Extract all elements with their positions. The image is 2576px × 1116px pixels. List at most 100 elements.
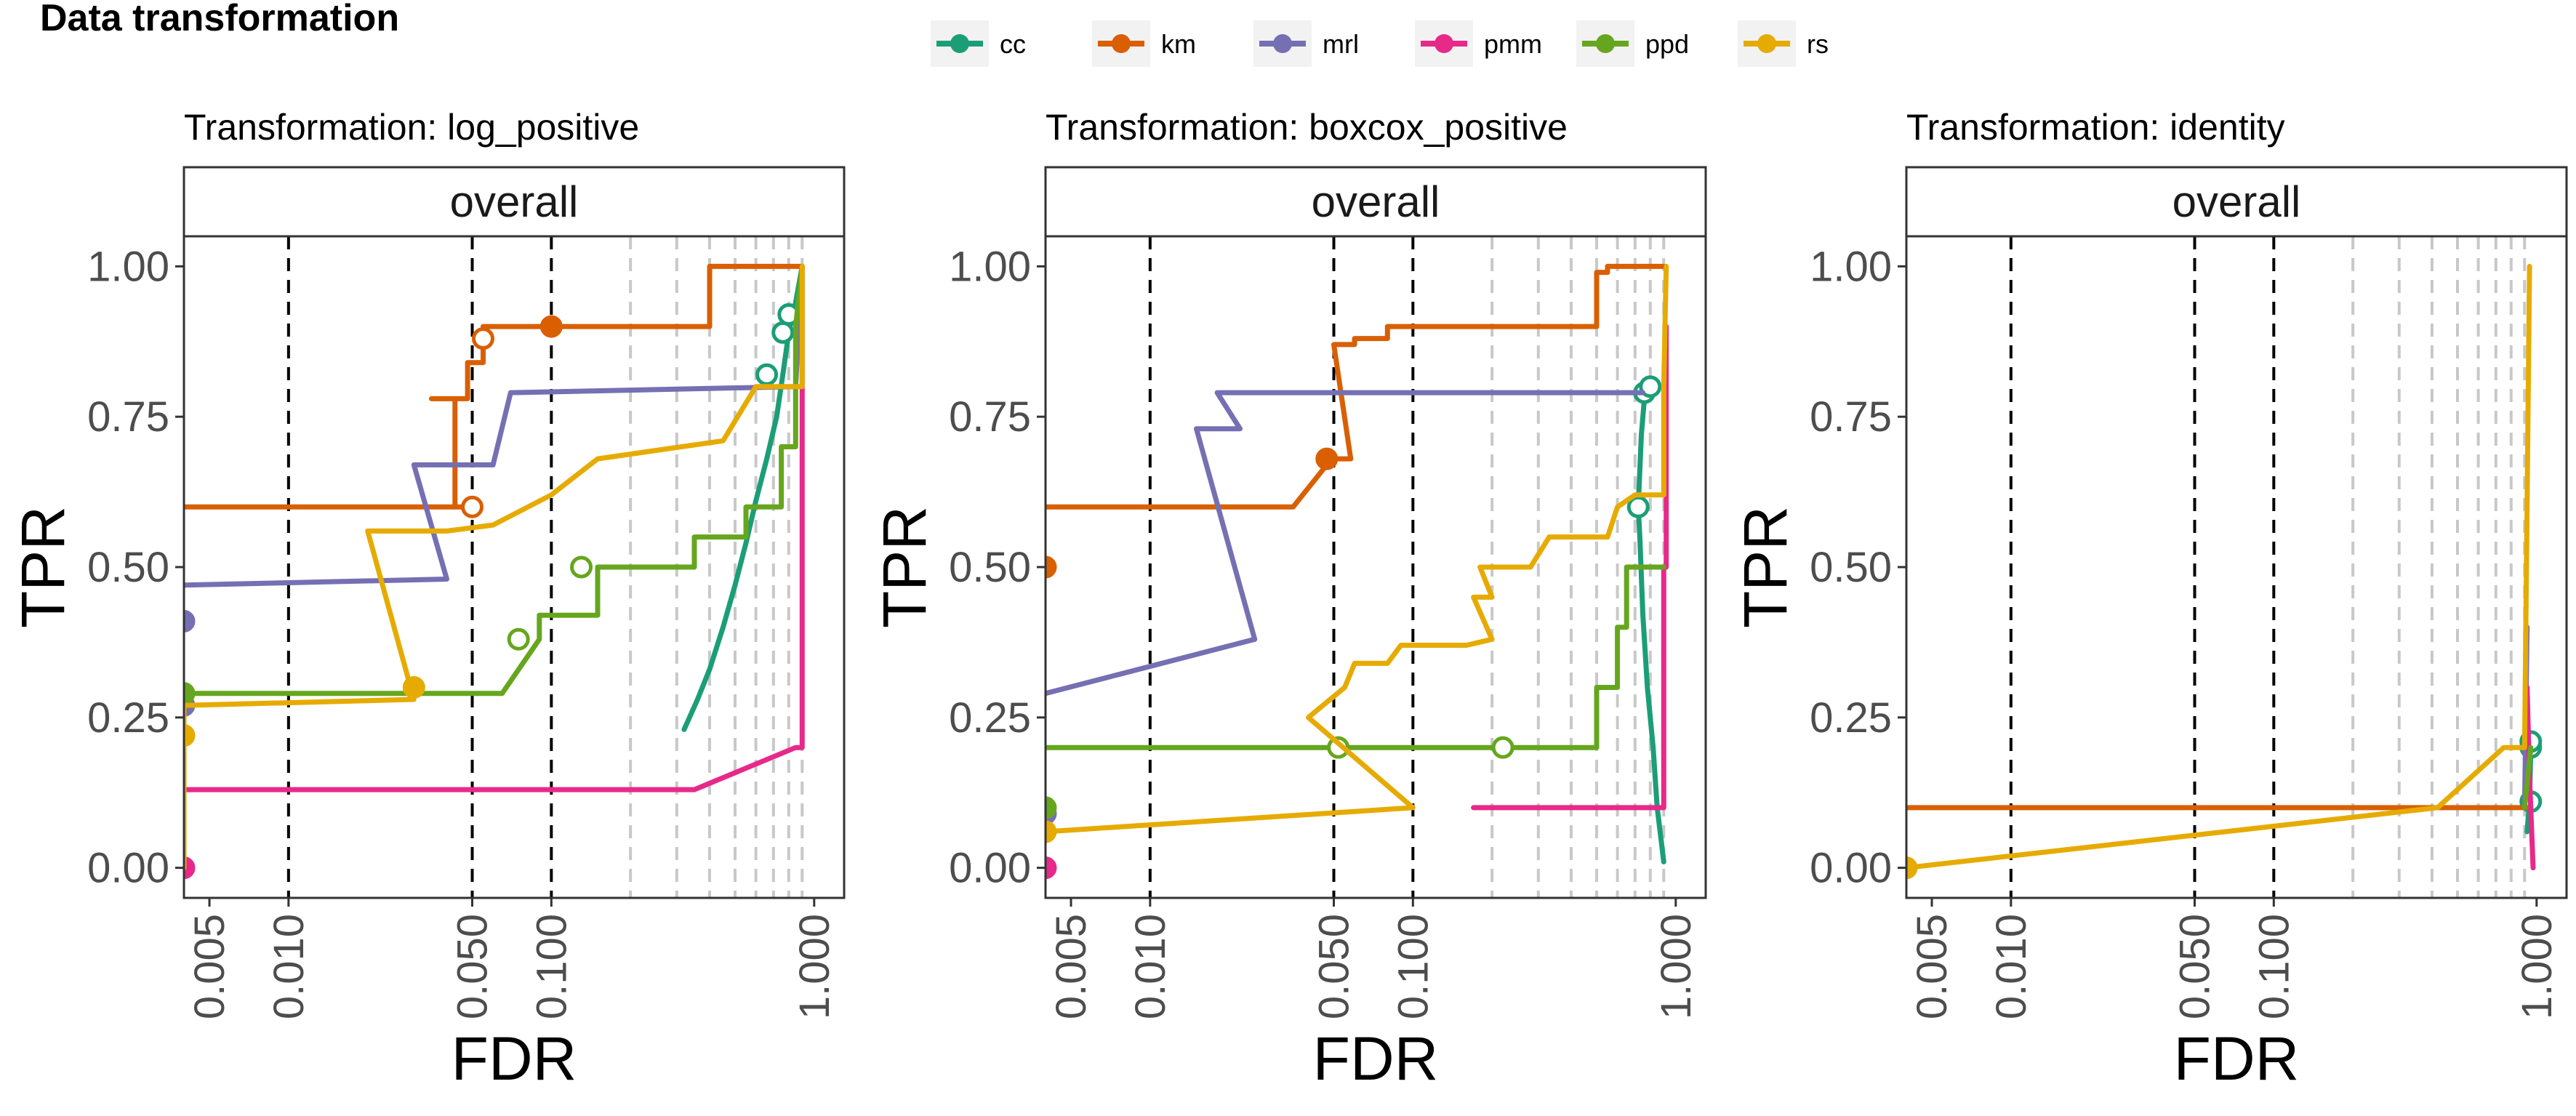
series-point-mrl (184, 609, 196, 633)
legend-key-point (1435, 34, 1453, 53)
legend-item-km: km (1092, 20, 1196, 67)
series-rs (184, 263, 805, 871)
panel-3: Transformation: identity overall 0.00 0.25 0… (1731, 107, 2568, 1093)
series-point-km (1315, 447, 1339, 470)
series-point-cc (771, 321, 795, 344)
facet-strip (182, 166, 846, 238)
plot-area (1906, 236, 2567, 898)
series-km (184, 263, 805, 518)
series-km (1046, 263, 1666, 579)
legend-item-cc: cc (931, 20, 1026, 67)
x-tick-label: 0.005 (1909, 914, 1956, 1019)
legend: cc km mrl pmm ppd rs (931, 20, 1829, 67)
y-tick-label: 0.75 (949, 393, 1031, 441)
legend-item-rs: rs (1738, 20, 1829, 67)
series-line-mrl (1046, 390, 1646, 697)
legend-label: ppd (1645, 29, 1689, 59)
y-axis-title: TPR (870, 506, 939, 628)
legend-key-point (1757, 34, 1776, 53)
y-tick-label: 1.00 (949, 243, 1031, 290)
y-axis-title: TPR (1731, 506, 1799, 628)
legend-label: pmm (1484, 29, 1542, 59)
facet-label: overall (1312, 177, 1440, 226)
legend-label: km (1161, 29, 1196, 59)
x-tick-label: 0.100 (2250, 914, 2298, 1019)
y-axis-title: TPR (9, 506, 77, 628)
facet-label: overall (450, 177, 579, 226)
series-point-pmm (1046, 856, 1057, 880)
series-point-ppd (570, 555, 593, 579)
series-point-rs (402, 675, 425, 699)
plot-content (184, 236, 805, 898)
series-line-pmm (184, 263, 805, 792)
x-axis-title: FDR (2174, 1024, 2300, 1093)
x-tick-label: 1.000 (791, 914, 838, 1019)
x-tick-label: 0.005 (186, 914, 233, 1019)
x-tick-label: 0.010 (1988, 914, 2035, 1019)
series-point-rs (184, 724, 196, 747)
x-tick-label: 1.000 (2513, 914, 2561, 1019)
x-axis-title: FDR (1313, 1024, 1439, 1093)
figure-title: Data transformation (40, 0, 399, 39)
series-ppd (1046, 564, 1666, 819)
series-cc (1626, 375, 1666, 864)
plot-content (1046, 236, 1669, 898)
series-line-ppd (2521, 744, 2534, 811)
x-tick-label: 1.000 (1653, 914, 1700, 1019)
legend-key-point (950, 34, 969, 53)
panel-title: Transformation: boxcox_positive (1046, 107, 1568, 148)
x-tick-label: 0.010 (1127, 914, 1174, 1019)
series-point-km (1046, 555, 1057, 579)
series-line-rs (184, 263, 805, 871)
plot-content (1906, 236, 2543, 898)
y-tick-label: 1.00 (87, 243, 169, 290)
series-point-cc (1626, 495, 1650, 518)
x-tick-label: 0.050 (1311, 914, 1358, 1019)
series-point-ppd (1327, 736, 1350, 759)
x-tick-label: 0.005 (1048, 914, 1095, 1019)
series-ppd (2521, 744, 2534, 811)
y-tick-label: 0.00 (87, 845, 169, 892)
facet-label: overall (2172, 177, 2301, 226)
y-tick-label: 0.00 (1810, 845, 1892, 892)
panel-title: Transformation: log_positive (184, 107, 639, 148)
legend-item-mrl: mrl (1253, 20, 1359, 67)
series-line-ppd (184, 263, 805, 697)
series-line-ppd (1046, 564, 1666, 750)
y-tick-label: 0.50 (87, 544, 169, 591)
facet-strip (1044, 166, 1707, 238)
series-cc (681, 263, 805, 732)
legend-label: rs (1807, 29, 1829, 59)
series-line-rs (1046, 263, 1669, 835)
series-line-cc (1635, 384, 1666, 864)
x-tick-label: 0.050 (2172, 914, 2219, 1019)
x-tick-label: 0.050 (449, 914, 497, 1019)
series-ppd (184, 263, 805, 705)
series-point-ppd (1491, 736, 1514, 759)
y-tick-label: 0.75 (1810, 393, 1892, 441)
x-axis-title: FDR (452, 1024, 577, 1093)
legend-label: mrl (1323, 29, 1359, 59)
series-point-km (461, 495, 484, 518)
series-line-rs (1906, 263, 2532, 871)
y-tick-label: 0.00 (949, 845, 1031, 892)
legend-label: cc (1000, 29, 1026, 59)
y-tick-label: 1.00 (1810, 243, 1892, 290)
series-point-rs (1906, 856, 1918, 880)
series-point-ppd (507, 627, 530, 651)
x-tick-label: 0.010 (265, 914, 313, 1019)
series-point-ppd (1046, 796, 1057, 819)
series-line-km (184, 263, 805, 510)
series-rs (1046, 263, 1669, 843)
legend-key-point (1273, 34, 1292, 53)
legend-key-point (1112, 34, 1131, 53)
series-point-ppd (184, 682, 196, 705)
plot-area (184, 236, 844, 898)
series-point-km (539, 315, 563, 338)
legend-key-point (1596, 34, 1615, 53)
series-point-cc (1639, 375, 1662, 398)
